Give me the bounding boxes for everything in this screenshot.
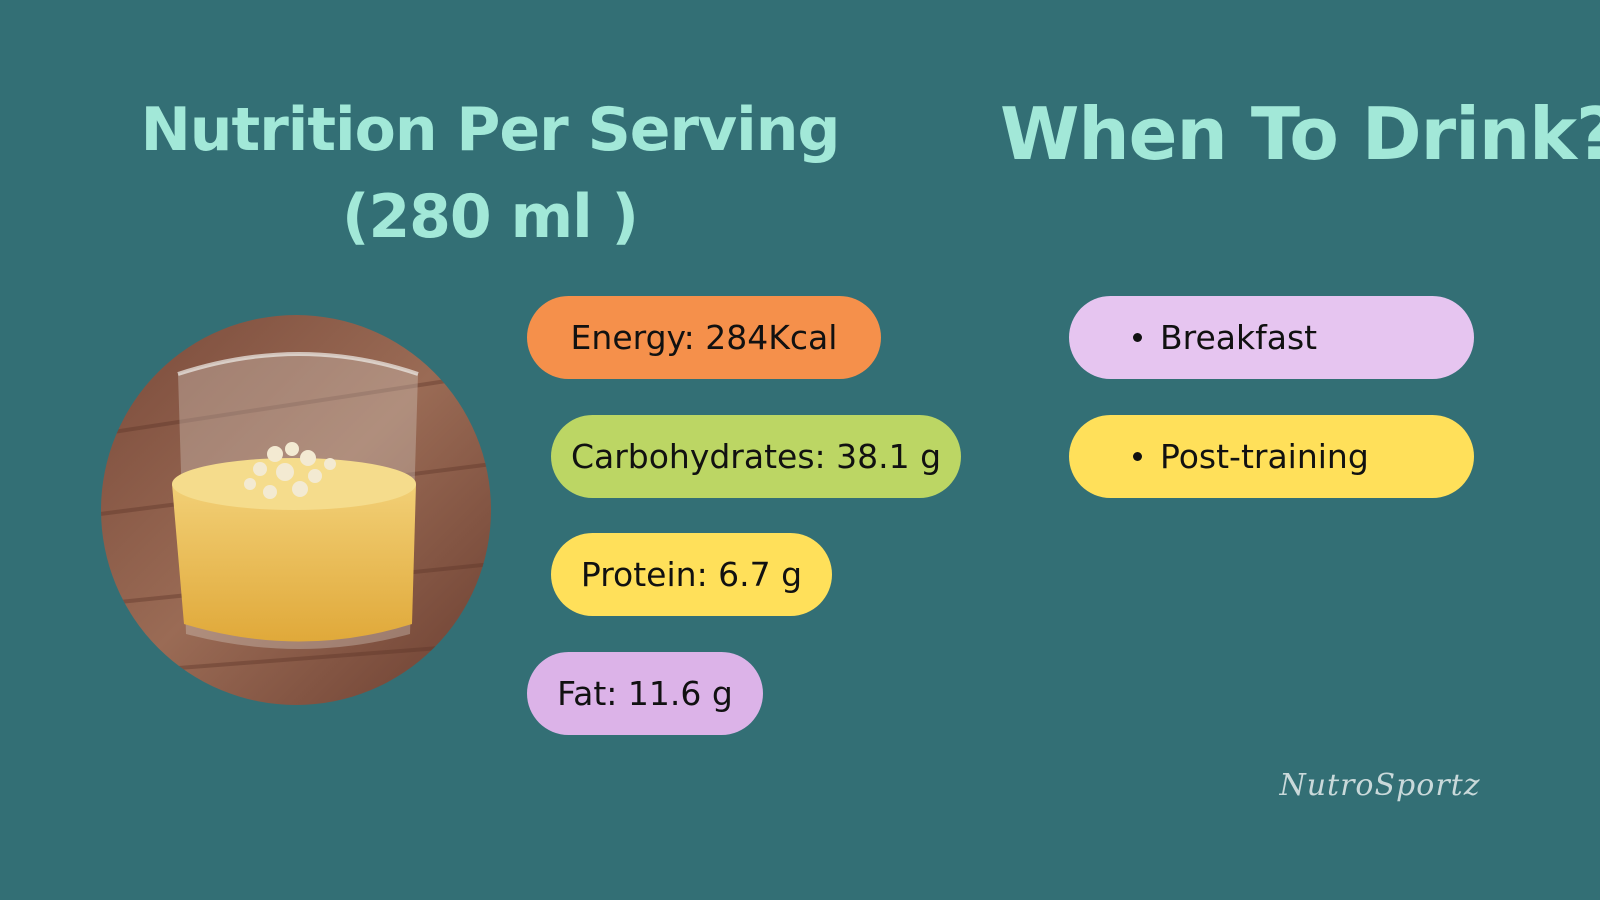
when-pill: Post-training (1069, 415, 1474, 498)
nutrition-subtitle: (280 ml ) (342, 182, 639, 252)
bullet (1133, 333, 1142, 342)
nutrition-title: Nutrition Per Serving (140, 95, 841, 165)
when-pill: Breakfast (1069, 296, 1474, 379)
nutrition-pill: Fat: 11.6 g (527, 652, 763, 735)
brand-logo: NutroSportz (1279, 768, 1481, 803)
when-item: Post-training (1160, 437, 1369, 476)
nutrition-pill: Carbohydrates: 38.1 g (551, 415, 961, 498)
nutrition-pill: Energy: 284Kcal (527, 296, 881, 379)
bullet (1133, 452, 1142, 461)
when-title: When To Drink? (1000, 92, 1600, 176)
nutrition-pill: Protein: 6.7 g (551, 533, 832, 616)
when-item: Breakfast (1160, 318, 1318, 357)
drink-photo (101, 315, 491, 705)
